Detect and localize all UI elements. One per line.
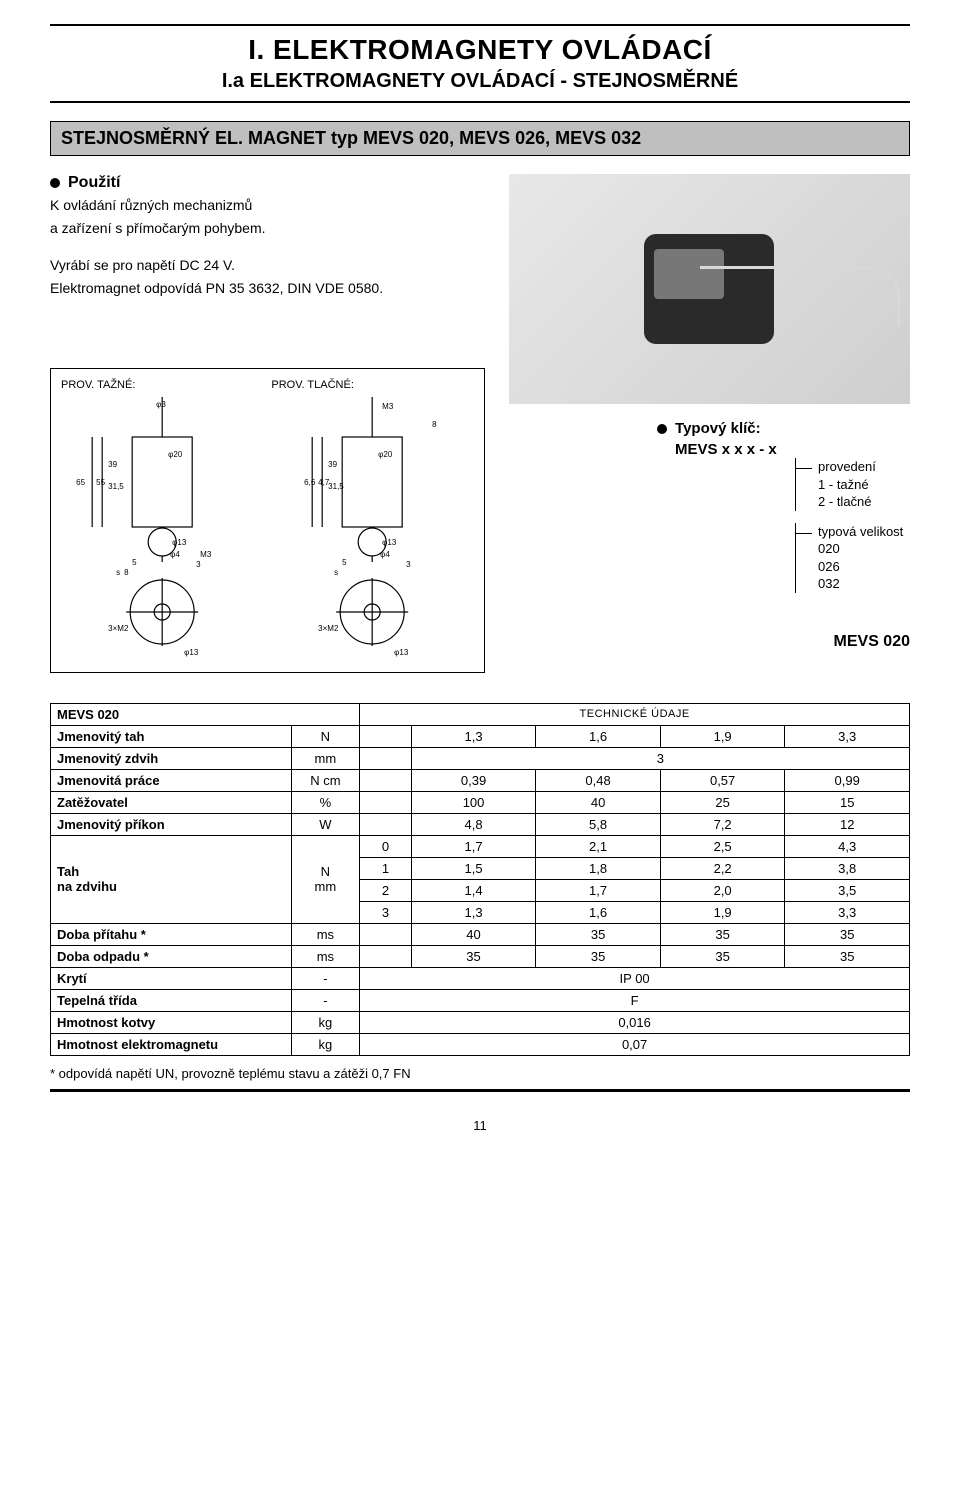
top-rule-2: [50, 101, 910, 103]
diagram-right: PROV. TLAČNÉ: M3: [267, 375, 477, 666]
svg-text:31,5: 31,5: [108, 482, 124, 491]
svg-text:s: s: [335, 568, 339, 577]
table-tech-header: TECHNICKÉ ÚDAJE: [360, 703, 910, 725]
page-number: 11: [50, 1118, 910, 1133]
intro-left: Použití K ovládání různých mechanizmů a …: [50, 174, 485, 673]
table-row: Jmenovitá práceN cm0,390,480,570,99: [51, 769, 910, 791]
product-photo: [509, 174, 910, 404]
svg-text:φ4: φ4: [170, 550, 180, 559]
svg-text:8: 8: [433, 420, 438, 429]
usage-heading: Použití: [68, 174, 120, 192]
spec-table-wrap: MEVS 020TECHNICKÉ ÚDAJEJmenovitý tahN1,3…: [50, 703, 910, 1056]
diagram-frame: PROV. TAŽNÉ:: [50, 368, 485, 673]
svg-text:s: s: [116, 568, 120, 577]
svg-text:φ13: φ13: [172, 538, 187, 547]
svg-text:3×M2: 3×M2: [108, 624, 129, 633]
svg-text:φ20: φ20: [379, 450, 394, 459]
usage-line2: a zařízení s přímočarým pohybem.: [50, 219, 485, 238]
svg-text:31,5: 31,5: [329, 482, 345, 491]
table-row: Krytí-IP 00: [51, 967, 910, 989]
usage-line4: Elektromagnet odpovídá PN 35 3632, DIN V…: [50, 279, 485, 298]
type-key-code: MEVS x x x - x: [675, 441, 910, 458]
type-key-g2-opt2: 026: [818, 558, 910, 576]
type-key-g1-opt2: 2 - tlačné: [818, 493, 910, 511]
type-key-block: Typový klíč: MEVS x x x - x provedení 1 …: [509, 420, 910, 593]
diagram-right-label: PROV. TLAČNÉ:: [271, 379, 473, 391]
model-label-row: MEVS 020: [509, 633, 910, 651]
usage-line1: K ovládání různých mechanizmů: [50, 196, 485, 215]
svg-text:M3: M3: [383, 402, 395, 411]
svg-text:65: 65: [76, 478, 85, 487]
intro-two-col: Použití K ovládání různých mechanizmů a …: [50, 174, 910, 673]
schematic-tlacne: M3 8 6,6 4,7: [271, 397, 473, 657]
bottom-rule: [50, 1089, 910, 1092]
svg-text:M3: M3: [200, 550, 212, 559]
svg-text:φ13: φ13: [395, 648, 410, 657]
table-row: Tah na zdvihuN mm01,72,12,54,3: [51, 835, 910, 857]
type-key-g2-opt3: 032: [818, 575, 910, 593]
svg-text:φ13: φ13: [184, 648, 199, 657]
footnote: * odpovídá napětí UN, provozně teplému s…: [50, 1066, 910, 1081]
table-row: Jmenovitý tahN1,31,61,93,3: [51, 725, 910, 747]
spec-table: MEVS 020TECHNICKÉ ÚDAJEJmenovitý tahN1,3…: [50, 703, 910, 1056]
type-key-g2-title: typová velikost: [818, 523, 910, 541]
svg-text:6,6: 6,6: [305, 478, 317, 487]
table-row: Jmenovitý zdvihmm3: [51, 747, 910, 769]
table-row: Hmotnost kotvykg0,016: [51, 1011, 910, 1033]
type-key-g1-title: provedení: [818, 458, 910, 476]
page-subtitle: I.a ELEKTROMAGNETY OVLÁDACÍ - STEJNOSMĚR…: [50, 70, 910, 93]
svg-text:φ13: φ13: [383, 538, 398, 547]
svg-text:φ20: φ20: [168, 450, 183, 459]
svg-text:39: 39: [108, 460, 117, 469]
footnote-text: * odpovídá napětí UN, provozně teplému s…: [50, 1066, 411, 1081]
table-row: Doba odpadu *ms35353535: [51, 945, 910, 967]
svg-text:φ4: φ4: [381, 550, 391, 559]
page-title: I. ELEKTROMAGNETY OVLÁDACÍ: [50, 34, 910, 66]
svg-text:5: 5: [132, 558, 137, 567]
section-band: STEJNOSMĚRNÝ EL. MAGNET typ MEVS 020, ME…: [50, 121, 910, 156]
svg-text:φ3: φ3: [156, 400, 166, 409]
svg-text:8: 8: [124, 568, 129, 577]
svg-text:55: 55: [96, 478, 105, 487]
diagram-left-label: PROV. TAŽNÉ:: [61, 379, 263, 391]
table-row: Zatěžovatel%100402515: [51, 791, 910, 813]
type-key-heading: Typový klíč:: [675, 420, 761, 437]
table-row: Doba přítahu *ms40353535: [51, 923, 910, 945]
bullet-icon: [657, 424, 667, 434]
type-key-heading-row: Typový klíč:: [657, 420, 910, 437]
schematic-tazne: φ3 65 55 39 31,5 φ20 φ13 φ4 5 8 s 3 M3 φ…: [61, 397, 263, 657]
top-rule: [50, 24, 910, 26]
intro-right: Typový klíč: MEVS x x x - x provedení 1 …: [509, 174, 910, 673]
type-key-g2-opt1: 020: [818, 540, 910, 558]
svg-text:39: 39: [329, 460, 338, 469]
usage-line3: Vyrábí se pro napětí DC 24 V.: [50, 256, 485, 275]
bullet-icon: [50, 178, 60, 188]
table-row: Jmenovitý příkonW4,85,87,212: [51, 813, 910, 835]
svg-text:3: 3: [196, 560, 201, 569]
table-row: Tepelná třída-F: [51, 989, 910, 1011]
table-model-cell: MEVS 020: [51, 703, 360, 725]
type-key-g1-opt1: 1 - tažné: [818, 476, 910, 494]
type-key-group-provedeni: provedení 1 - tažné 2 - tlačné: [795, 458, 910, 511]
usage-heading-row: Použití: [50, 174, 485, 192]
diagram-left: PROV. TAŽNÉ:: [57, 375, 267, 666]
svg-text:3×M2: 3×M2: [319, 624, 340, 633]
svg-text:5: 5: [343, 558, 348, 567]
table-row: Hmotnost elektromagnetukg0,07: [51, 1033, 910, 1055]
svg-text:3: 3: [407, 560, 412, 569]
model-label: MEVS 020: [834, 633, 910, 651]
type-key-group-velikost: typová velikost 020 026 032: [795, 523, 910, 593]
